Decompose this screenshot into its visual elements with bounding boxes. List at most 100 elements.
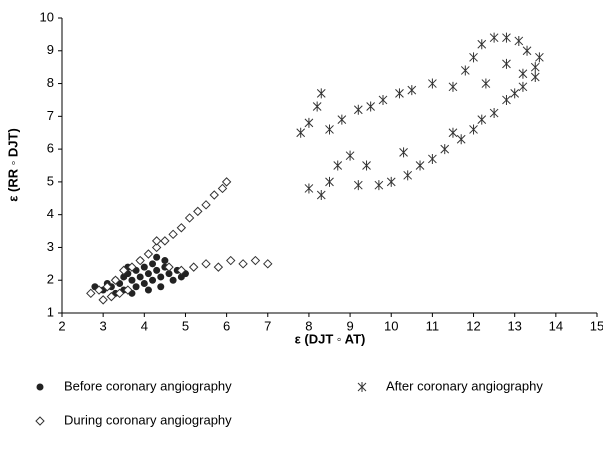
x-tick-label: 10: [384, 318, 398, 333]
point: [201, 259, 211, 269]
point: [469, 52, 478, 63]
point: [345, 150, 355, 161]
point: [140, 280, 148, 287]
point: [110, 275, 121, 285]
point: [164, 262, 174, 272]
point: [353, 180, 363, 191]
point: [386, 176, 396, 187]
point: [188, 262, 199, 272]
point: [502, 58, 511, 69]
x-tick-label: 9: [346, 318, 353, 333]
point: [176, 265, 187, 276]
point: [201, 200, 211, 210]
point: [316, 88, 326, 99]
x-tick-label: 15: [590, 318, 603, 333]
point: [362, 160, 371, 171]
y-tick-label: 3: [47, 239, 54, 254]
x-tick-label: 7: [264, 318, 271, 333]
point: [119, 265, 129, 276]
point: [518, 81, 528, 92]
point: [238, 259, 248, 269]
point: [428, 78, 437, 89]
x-axis-title: ε (DJT ◦ AT): [295, 331, 366, 346]
y-tick-label: 9: [47, 42, 54, 57]
point: [94, 285, 104, 295]
point: [168, 229, 178, 240]
point: [489, 108, 499, 119]
x-tick-label: 14: [549, 318, 563, 333]
x-tick-label: 12: [466, 318, 480, 333]
point: [176, 223, 187, 233]
point: [143, 249, 154, 259]
point: [325, 176, 334, 187]
point: [263, 259, 273, 269]
point: [169, 276, 177, 284]
point: [102, 282, 112, 292]
y-tick-label: 2: [47, 272, 54, 287]
point: [535, 52, 544, 63]
point: [114, 288, 125, 299]
point: [337, 114, 347, 125]
y-tick-label: 1: [47, 304, 54, 319]
point: [151, 242, 162, 253]
point: [250, 255, 261, 266]
point: [165, 270, 173, 278]
point: [153, 253, 161, 261]
x-tick-label: 6: [223, 318, 230, 333]
y-tick-label: 10: [40, 9, 54, 24]
x-tick-label: 8: [305, 318, 312, 333]
y-tick-label: 8: [47, 75, 54, 90]
point: [333, 160, 343, 171]
point: [399, 147, 408, 158]
point: [226, 255, 236, 266]
point: [140, 263, 148, 271]
point: [510, 88, 520, 99]
legend-marker: [357, 382, 367, 392]
point: [378, 94, 388, 105]
point: [127, 262, 137, 272]
legend-marker: [35, 416, 45, 426]
legend-label: During coronary angiography: [64, 412, 232, 427]
point: [149, 276, 157, 284]
point: [407, 85, 417, 96]
point: [514, 35, 524, 46]
point: [312, 101, 322, 112]
point: [366, 101, 376, 112]
point: [395, 88, 404, 99]
point: [123, 285, 133, 295]
point: [136, 273, 144, 281]
point: [374, 180, 384, 191]
y-axis-title: ε (RR ◦ DJT): [5, 128, 20, 202]
point: [128, 276, 136, 284]
x-tick-label: 2: [58, 318, 65, 333]
point: [440, 144, 450, 155]
y-tick-label: 4: [47, 206, 54, 221]
y-tick-label: 7: [47, 108, 54, 123]
x-tick-label: 13: [507, 318, 521, 333]
point: [518, 68, 528, 79]
legend-label: After coronary angiography: [386, 378, 543, 393]
point: [316, 190, 326, 200]
y-tick-label: 6: [47, 141, 54, 156]
point: [132, 283, 140, 291]
point: [144, 286, 152, 294]
x-tick-label: 3: [100, 318, 107, 333]
point: [217, 183, 228, 194]
point: [481, 78, 491, 89]
point: [157, 273, 165, 281]
point: [161, 257, 169, 265]
point: [296, 127, 306, 138]
point: [530, 72, 540, 82]
x-tick-label: 11: [426, 318, 440, 333]
point: [144, 270, 152, 278]
point: [221, 177, 232, 187]
point: [428, 153, 437, 164]
point: [502, 32, 511, 43]
point: [502, 94, 511, 105]
point: [477, 114, 487, 125]
point: [489, 32, 499, 43]
point: [522, 45, 532, 56]
point: [213, 262, 224, 272]
point: [403, 170, 413, 181]
point: [304, 183, 314, 194]
